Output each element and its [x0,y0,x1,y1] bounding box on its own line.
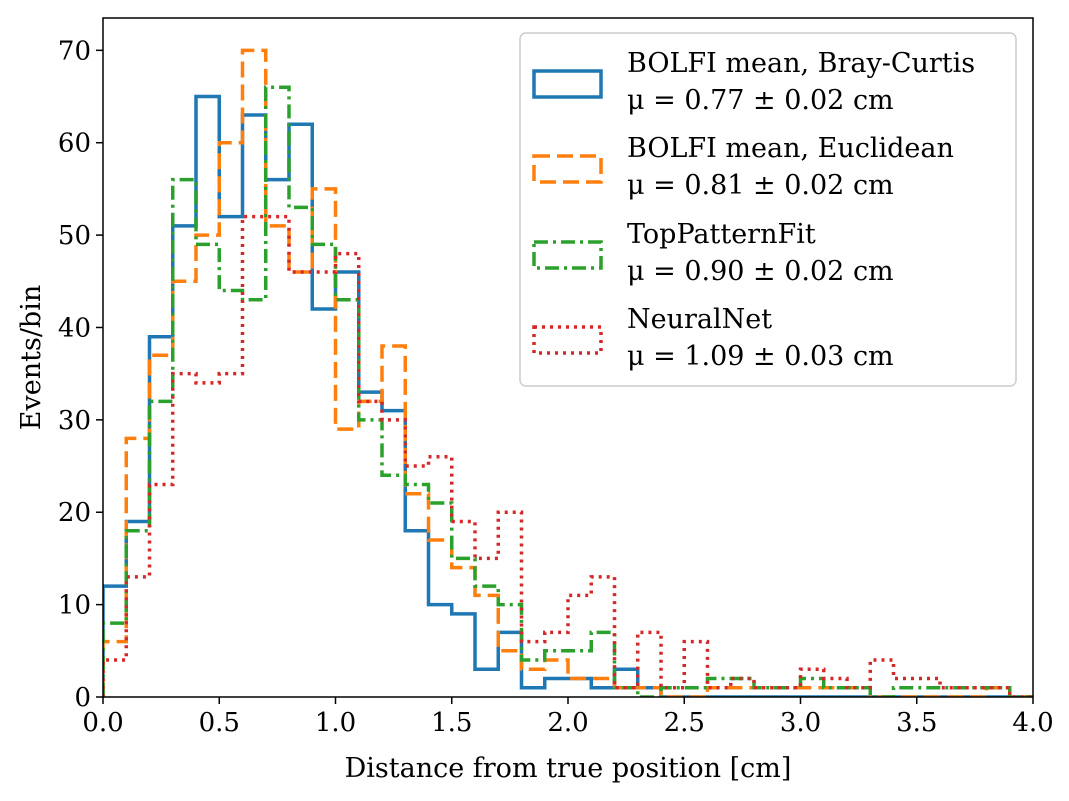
legend-box [519,32,1017,387]
plot-area [103,48,1033,697]
y-tick-label: 50 [58,221,91,251]
y-axis-label: Events/bin [16,285,47,430]
x-tick-label: 2.0 [547,708,588,738]
y-tick-label: 0 [74,683,91,713]
legend-handle-2 [532,154,603,184]
series-layer [103,48,1033,697]
x-tick-label: 3.0 [780,708,821,738]
x-tick-label: 0.0 [82,708,123,738]
x-tick-label: 0.5 [199,708,240,738]
axes-layer: 0.0 0.5 1.0 1.5 2.0 2.5 3.0 3.5 4.0 0 10 20 30 40 50 60… [58,17,1054,738]
legend-label-4: NeuralNet [627,304,772,335]
x-tick-label: 1.5 [431,708,472,738]
x-tick-label: 1.0 [315,708,356,738]
legend-mu-4: μ = 1.09 ± 0.03 cm [627,341,894,372]
x-axis-label: Distance from true position [cm] [345,753,792,784]
legend-mu-3: μ = 0.90 ± 0.02 cm [627,256,894,287]
legend-mu-2: μ = 0.81 ± 0.02 cm [627,170,894,201]
y-tick-label: 30 [58,406,91,436]
y-tick-label: 20 [58,498,91,528]
legend-label-1: BOLFI mean, Bray-Curtis [627,48,975,79]
series-4-group [103,214,1033,697]
x-tick-label: 4.0 [1012,708,1053,738]
series-step-neuralnet [103,214,1033,697]
x-tick-label: 2.5 [664,708,705,738]
legend-handle-1 [532,69,603,99]
y-tick-label: 70 [58,36,91,66]
series-step-toppatternfit [103,85,1033,697]
legend-label-2: BOLFI mean, Euclidean [627,133,954,164]
y-tick-label: 60 [58,129,91,159]
legend-mu-1: μ = 0.77 ± 0.02 cm [627,85,894,116]
legend: BOLFI mean, Bray-Curtis μ = 0.77 ± 0.02 c… [519,32,1017,387]
y-tick-label: 40 [58,313,91,343]
legend-label-3: TopPatternFit [627,219,816,250]
x-tick-label: 3.5 [896,708,937,738]
y-tick-label: 10 [58,591,91,621]
legend-handle-3 [532,240,603,270]
series-3-group [103,85,1033,697]
legend-handle-4 [532,325,603,355]
